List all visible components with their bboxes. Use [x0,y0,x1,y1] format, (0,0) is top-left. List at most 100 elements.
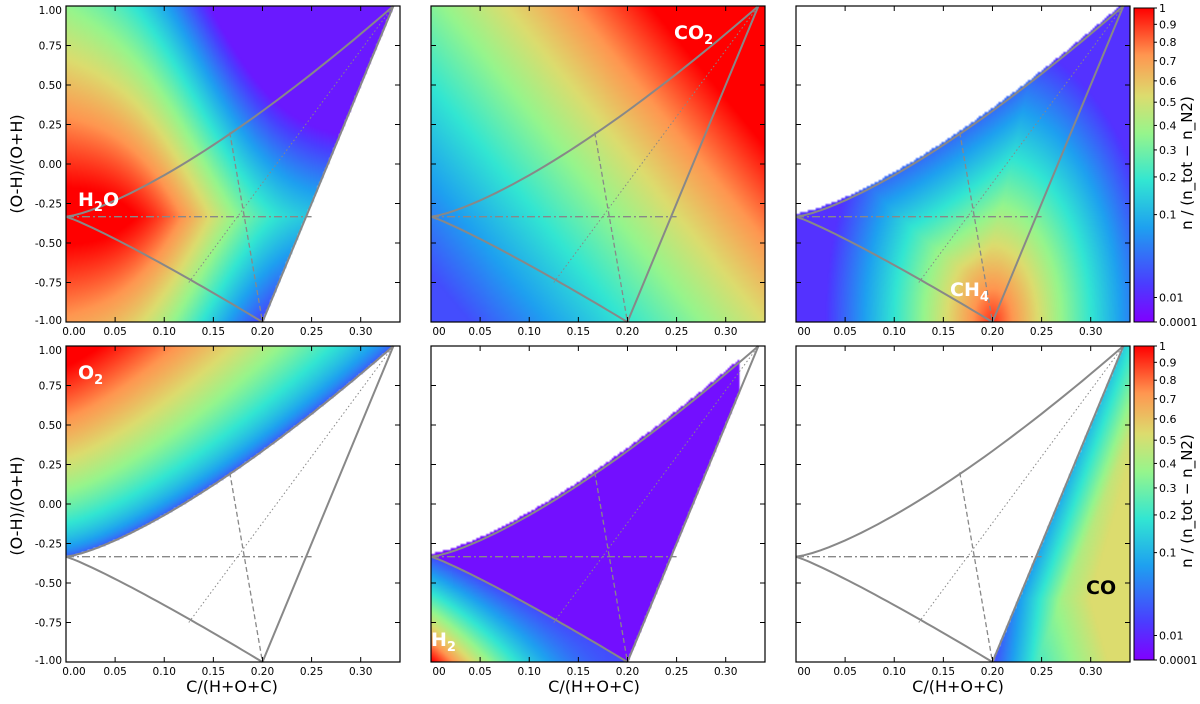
right-boundary-line [991,5,1125,323]
colorbar-tick-label: 0.2 [1159,509,1177,522]
colorbar-tick-label: 0.9 [1159,356,1177,369]
lower-boundary-curve [430,555,629,663]
x-tick-label: 0.05 [833,666,856,678]
x-tick-label: 0.25 [1030,326,1053,338]
panel-co2: 00 0.05 0.10 0.15 0.20 0.25 0.30 CO2 [430,5,766,338]
lower-boundary-curve [795,215,994,323]
colorbar-tick-label: 0.7 [1159,393,1177,406]
x-tick-label: 0.05 [833,326,856,338]
dotted-line [918,345,1124,623]
species-label-h2o: H2O [78,189,119,215]
y-tick-label: -0.25 [35,199,62,211]
x-tick-label: 0.10 [883,326,906,338]
x-tick-label: 0.15 [202,666,225,678]
species-label-h2: H2 [431,629,456,655]
colorbars-group: 1 0.9 0.8 0.7 0.6 0.5 0.4 0.3 0.2 0.1 0.01 0.0001 n … [1133,2,1198,667]
right-boundary-line [626,345,760,663]
dotted-line [553,5,759,283]
colorbar-tick-label: 0.01 [1159,292,1184,305]
x-tick-label: 0.30 [349,326,372,338]
colorbar-tick-label: 0.8 [1159,36,1177,49]
y-tick-label: -0.75 [35,278,62,290]
dashed-line [229,472,264,663]
panel-ch4: 00 0.05 0.10 0.15 0.20 0.25 0.30 CH4 [795,5,1131,338]
colorbar-tick-label: 0.8 [1159,374,1177,387]
x-tick-label: 00 [432,666,445,678]
species-label-co: CO [1086,577,1116,599]
right-boundary-line [991,345,1125,663]
x-tick-label: 0.10 [518,666,541,678]
x-tick-label: 0.05 [468,326,491,338]
x-tick-label: 0.15 [932,666,955,678]
x-tick-label: 0.30 [1079,326,1102,338]
dotted-line [553,345,759,623]
x-axis-label-middle: C/(H+O+C) [548,677,640,696]
y-tick-label: -1.00 [35,655,62,667]
x-tick-label: 0.30 [714,666,737,678]
y-tick-label: -0.25 [35,539,62,551]
x-tick-label: 0.30 [1079,666,1102,678]
y-tick-label: 0.25 [39,460,62,472]
right-boundary-line [261,5,395,323]
colorbar-tick-label: 0.5 [1159,96,1177,109]
dashed-line [594,472,629,663]
panels-group: 0.00 0.05 0.10 0.15 0.20 0.25 0.30 1.00 0.75 0.50… [35,5,1131,678]
x-tick-label: 0.00 [62,666,85,678]
colorbar-tick-label: 0.2 [1159,171,1177,184]
colorbar-tick-label: 0.0001 [1159,316,1198,329]
panel-h2: 00 0.05 0.10 0.15 0.20 0.25 0.30 H2 [430,345,766,678]
species-label-co2: CO2 [674,22,713,48]
y-tick-label: -0.50 [35,238,62,250]
x-axis-label-left: C/(H+O+C) [186,677,278,696]
colorbar-gradient [1133,345,1155,661]
species-label-ch4: CH4 [950,279,989,305]
colorbar-tick-label: 0.7 [1159,55,1177,68]
x-tick-label: 00 [432,326,445,338]
colorbar: 1 0.9 0.8 0.7 0.6 0.5 0.4 0.3 0.2 0.1 0.01 0.0001 n … [1133,2,1198,329]
heatmap-o2 [66,346,400,662]
y-axis-label-top: (O-H)/(O+H) [7,114,26,213]
dashed-line [229,132,264,323]
x-axis-label-right: C/(H+O+C) [912,677,1004,696]
x-tick-label: 0.10 [518,326,541,338]
lower-boundary-curve [65,215,264,323]
y-tick-label: -0.50 [35,578,62,590]
x-tick-label: 0.30 [714,326,737,338]
dotted-line [188,5,394,283]
x-tick-label: 0.20 [251,326,274,338]
x-tick-label: 0.25 [665,666,688,678]
dotted-line [918,5,1124,283]
x-tick-label: 0.15 [567,666,590,678]
y-tick-label: -0.75 [35,618,62,630]
colorbar-tick-label: 0.4 [1159,457,1177,470]
x-tick-label: 0.25 [300,326,323,338]
y-tick-label: 0.00 [39,159,62,171]
species-label-o2: O2 [78,362,103,388]
y-tick-label: 0.50 [39,80,62,92]
x-tick-label: 0.15 [932,326,955,338]
y-tick-label: 1.00 [39,5,62,17]
x-tick-label: 0.05 [103,326,126,338]
colorbar-tick-label: 0.6 [1159,413,1177,426]
y-tick-label: 1.00 [39,345,62,357]
colorbar-label: n / (n_tot − n_N2) [1178,96,1197,230]
x-tick-label: 0.10 [883,666,906,678]
heatmap-co [796,346,1130,662]
y-tick-label: 0.25 [39,120,62,132]
colorbar-tick-label: 0.01 [1159,630,1184,643]
colorbar: 1 0.9 0.8 0.7 0.6 0.5 0.4 0.3 0.2 0.1 0.01 0.0001 n … [1133,340,1198,667]
heatmap-h2 [431,346,765,662]
y-tick-label: 0.75 [39,381,62,393]
colorbar-gradient [1133,7,1155,323]
x-tick-label: 0.05 [468,666,491,678]
colorbar-tick-label: 1 [1159,2,1166,15]
x-tick-label: 0.10 [153,666,176,678]
lower-boundary-curve [65,555,264,663]
heatmap-h2o [66,6,400,322]
colorbar-tick-label: 0.1 [1159,209,1177,222]
heatmap-co2 [431,6,765,322]
x-tick-label: 0.15 [202,326,225,338]
x-tick-label: 0.25 [1030,666,1053,678]
x-tick-label: 0.30 [349,666,372,678]
